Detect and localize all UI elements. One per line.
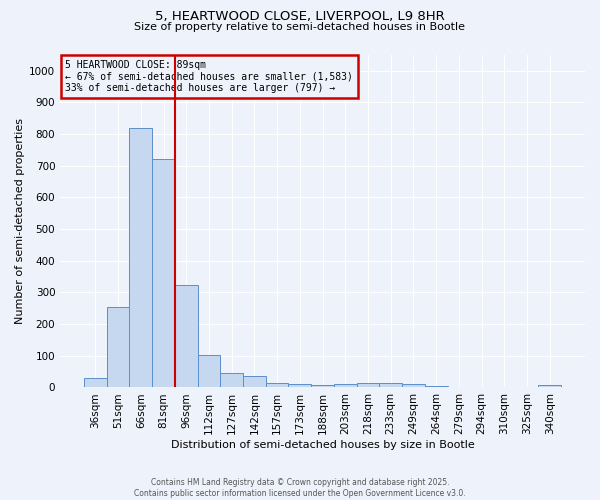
Text: 5, HEARTWOOD CLOSE, LIVERPOOL, L9 8HR: 5, HEARTWOOD CLOSE, LIVERPOOL, L9 8HR	[155, 10, 445, 23]
Bar	[266, 382, 289, 388]
Bar	[243, 376, 266, 388]
Bar	[538, 385, 561, 388]
Text: Contains HM Land Registry data © Crown copyright and database right 2025.
Contai: Contains HM Land Registry data © Crown c…	[134, 478, 466, 498]
Bar	[289, 384, 311, 388]
Bar	[356, 382, 379, 388]
Bar	[425, 386, 448, 388]
Bar	[152, 160, 175, 388]
Text: 5 HEARTWOOD CLOSE: 89sqm
← 67% of semi-detached houses are smaller (1,583)
33% o: 5 HEARTWOOD CLOSE: 89sqm ← 67% of semi-d…	[65, 60, 353, 93]
Bar	[130, 128, 152, 388]
Bar	[448, 386, 470, 388]
Y-axis label: Number of semi-detached properties: Number of semi-detached properties	[15, 118, 25, 324]
Bar	[107, 306, 130, 388]
X-axis label: Distribution of semi-detached houses by size in Bootle: Distribution of semi-detached houses by …	[171, 440, 475, 450]
Bar	[402, 384, 425, 388]
Bar	[84, 378, 107, 388]
Text: Size of property relative to semi-detached houses in Bootle: Size of property relative to semi-detach…	[134, 22, 466, 32]
Bar	[470, 387, 493, 388]
Bar	[175, 284, 197, 388]
Bar	[334, 384, 356, 388]
Bar	[197, 355, 220, 388]
Bar	[220, 373, 243, 388]
Bar	[379, 382, 402, 388]
Bar	[311, 385, 334, 388]
